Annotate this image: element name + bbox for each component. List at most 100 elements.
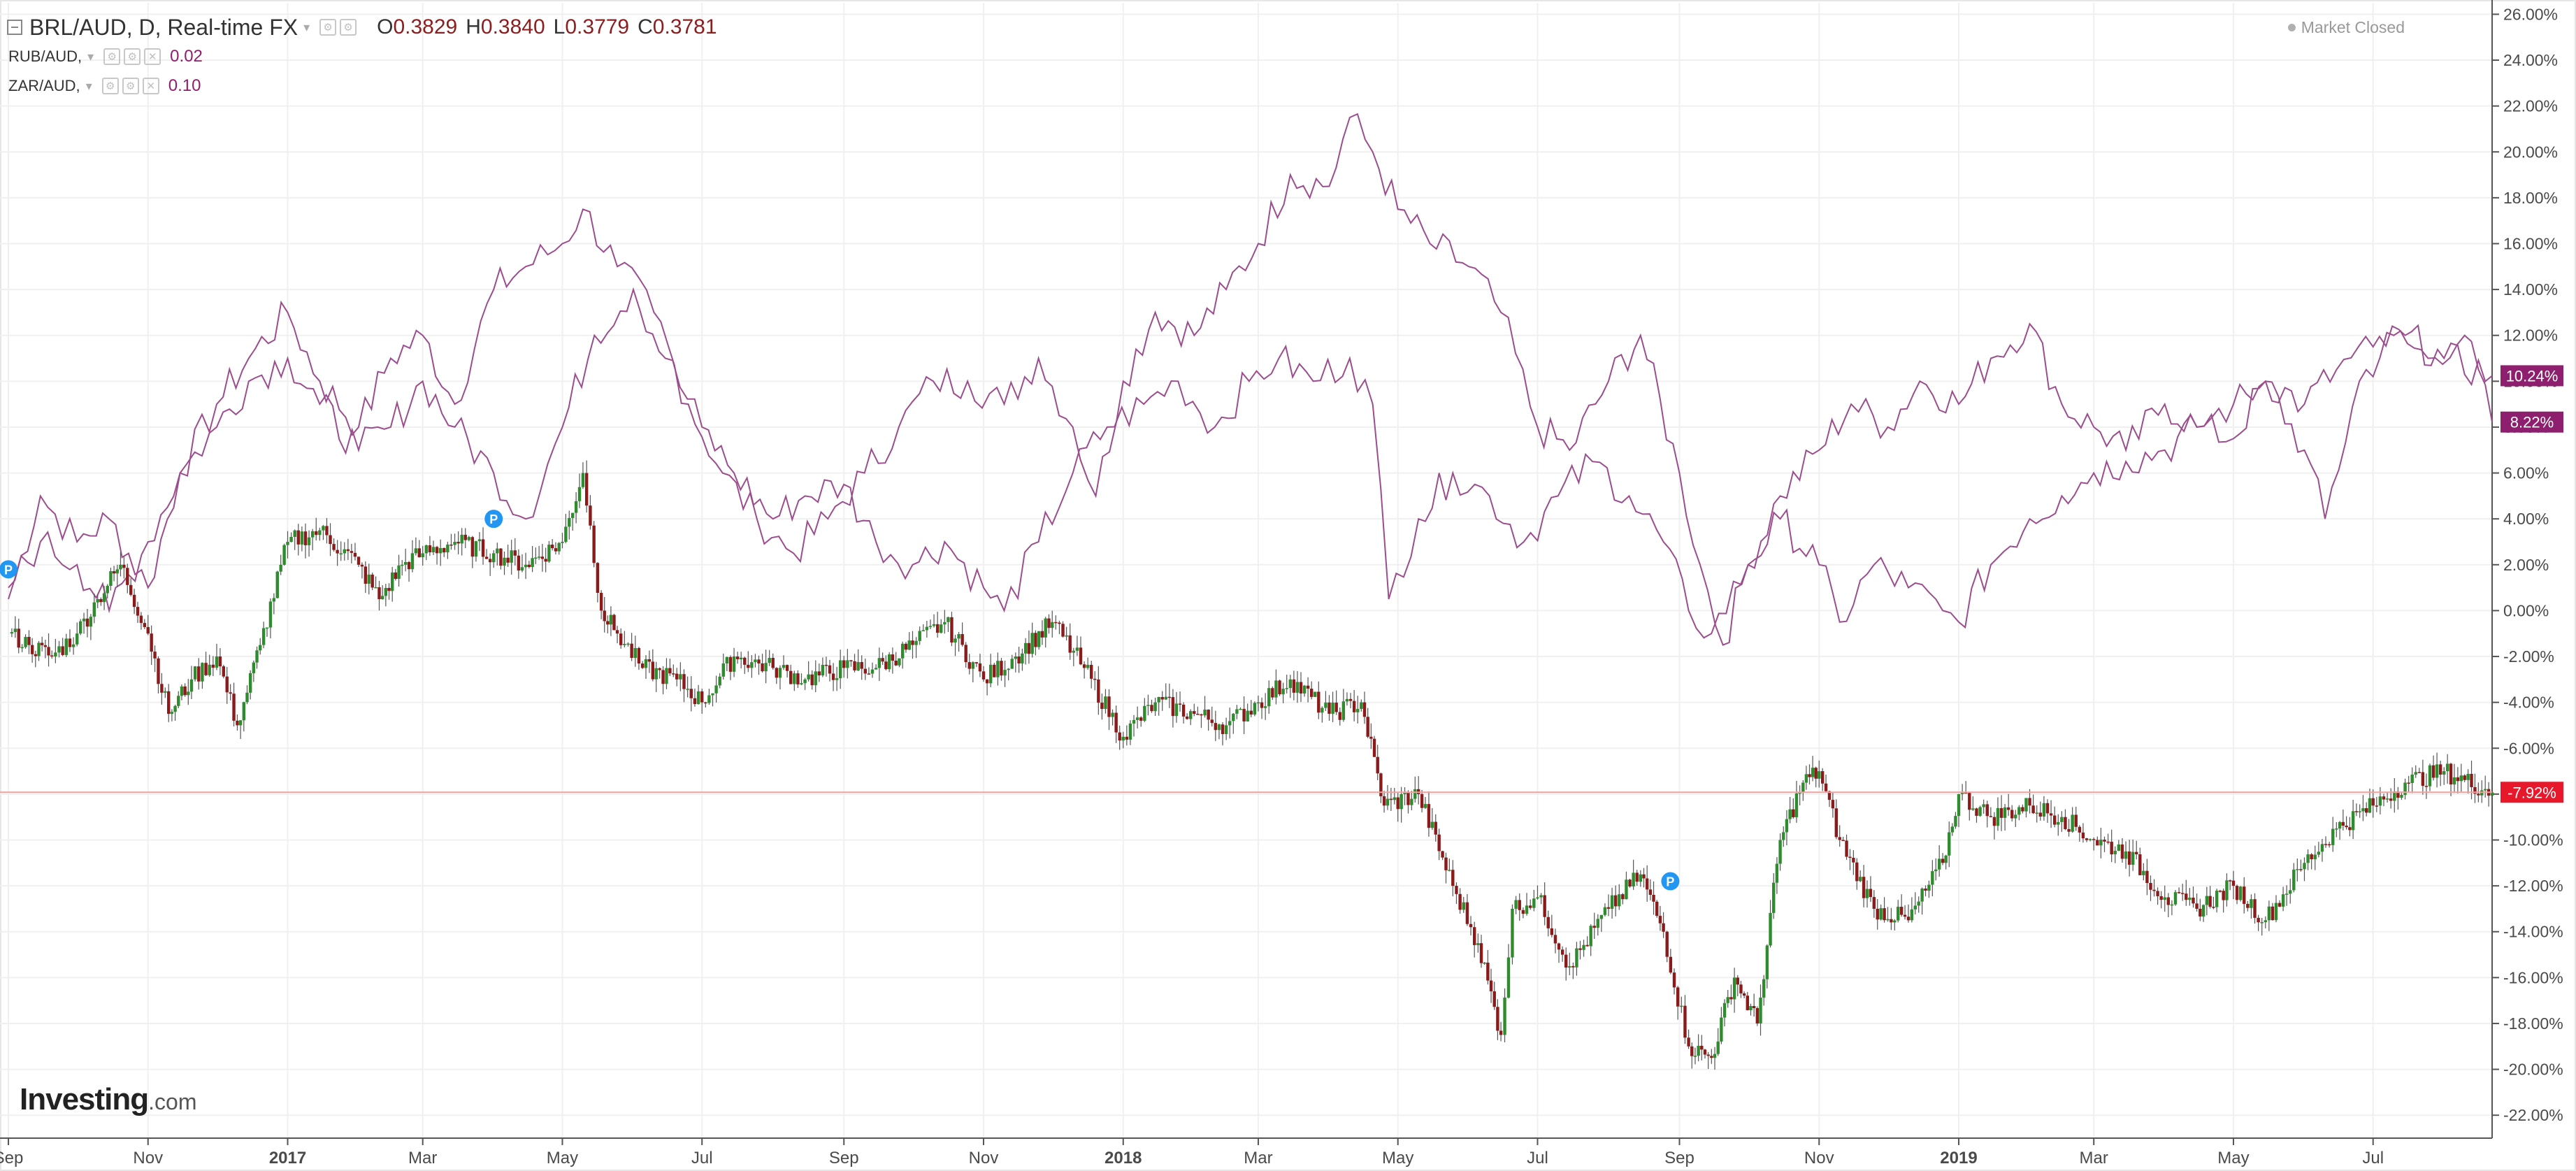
collapse-legend-button[interactable] xyxy=(7,20,22,35)
candle-body xyxy=(1372,738,1376,757)
candle-body xyxy=(2385,798,2389,800)
candle-body xyxy=(1235,709,1239,714)
x-tick-label: Jul xyxy=(691,1149,713,1168)
candle-body xyxy=(303,531,308,545)
candle-body xyxy=(1982,804,1985,807)
chevron-down-icon[interactable]: ▾ xyxy=(87,49,94,64)
candle-body xyxy=(275,571,279,598)
candle-body xyxy=(2428,765,2432,786)
candle-body xyxy=(1913,905,1917,910)
candle-body xyxy=(1720,1017,1723,1042)
event-marker[interactable]: P xyxy=(484,510,503,529)
candle-body xyxy=(651,661,655,680)
candle-body xyxy=(2250,899,2253,908)
candle-body xyxy=(332,544,336,550)
market-status: Market Closed xyxy=(2287,18,2405,37)
candle-body xyxy=(1553,935,1557,944)
candle-body xyxy=(1596,919,1600,928)
y-tick-label: -16.00% xyxy=(2503,968,2563,986)
settings-icon[interactable]: ⚙ xyxy=(103,48,121,65)
candle-body xyxy=(1196,714,1200,715)
candle-body xyxy=(146,626,150,634)
close-icon[interactable]: ✕ xyxy=(142,78,159,94)
candle-body xyxy=(1146,705,1150,706)
candle-body xyxy=(606,621,610,625)
candle-body xyxy=(13,628,17,633)
format-icon[interactable]: ⚙ xyxy=(124,48,141,65)
candle-body xyxy=(1256,702,1260,704)
candle-body xyxy=(2442,771,2446,775)
candle-body xyxy=(828,665,832,674)
candle-body xyxy=(2195,903,2199,909)
main-symbol-label[interactable]: BRL/AUD, D, Real-time FX xyxy=(29,14,298,40)
event-marker[interactable]: P xyxy=(0,560,17,579)
candle-body xyxy=(2180,893,2185,894)
event-marker[interactable]: P xyxy=(1661,872,1680,891)
candle-body xyxy=(2424,786,2429,787)
candle-body xyxy=(898,658,901,666)
y-tick-label: -22.00% xyxy=(2503,1106,2563,1124)
candle-body xyxy=(609,615,613,625)
candle-body xyxy=(265,627,269,629)
candle-body xyxy=(2407,782,2410,784)
settings-icon[interactable]: ⚙ xyxy=(319,19,337,36)
settings-icon[interactable]: ⚙ xyxy=(101,78,119,94)
candle-body xyxy=(449,544,453,546)
candle-body xyxy=(1139,717,1143,721)
last-value-badge-rub-aud-label: 8.22% xyxy=(2510,414,2554,431)
candle-body xyxy=(2138,854,2142,875)
candle-body xyxy=(1143,705,1146,721)
compare-symbol-rub[interactable]: RUB/AUD, xyxy=(8,48,82,65)
candle-body xyxy=(1260,702,1264,708)
candle-body xyxy=(2078,826,2082,833)
candle-body xyxy=(2358,811,2361,812)
candle-body xyxy=(2243,886,2246,904)
y-tick-label: -20.00% xyxy=(2503,1061,2563,1079)
candle-body xyxy=(1079,647,1083,665)
candle-body xyxy=(1518,900,1521,910)
candle-body xyxy=(343,549,346,554)
candle-body xyxy=(612,615,616,631)
close-icon[interactable]: ✕ xyxy=(144,48,161,65)
candle-body xyxy=(1920,888,1924,902)
candle-body xyxy=(1564,954,1568,968)
candle-body xyxy=(1808,774,1811,777)
candle-body xyxy=(743,657,747,665)
candle-body xyxy=(272,598,276,602)
candle-body xyxy=(236,720,239,726)
chevron-down-icon[interactable]: ▾ xyxy=(85,78,92,93)
candle-body xyxy=(732,656,736,672)
candle-body xyxy=(1639,874,1643,882)
candle-body xyxy=(2064,817,2067,829)
y-tick-label: -14.00% xyxy=(2503,923,2563,941)
candle-body xyxy=(115,569,119,574)
candle-body xyxy=(1221,724,1225,735)
chevron-down-icon[interactable]: ▾ xyxy=(303,20,310,34)
candle-body xyxy=(592,525,596,563)
format-icon[interactable]: ⚙ xyxy=(122,78,139,94)
candle-body xyxy=(2303,863,2306,870)
compare-symbol-zar[interactable]: ZAR/AUD, xyxy=(8,77,80,94)
candle-body xyxy=(907,640,911,650)
candle-body xyxy=(1845,840,1848,857)
candle-body xyxy=(503,557,506,566)
candle-body xyxy=(307,537,311,545)
candle-body xyxy=(2205,896,2209,905)
candle-body xyxy=(370,574,374,588)
investing-logo[interactable]: Investing .com xyxy=(20,1082,197,1117)
candle-body xyxy=(2345,825,2348,828)
candle-body xyxy=(17,628,20,648)
candle-body xyxy=(1575,948,1578,968)
candle-body xyxy=(1224,725,1228,735)
x-tick-label: May xyxy=(2217,1149,2249,1168)
candle-body xyxy=(1528,905,1532,908)
candle-body xyxy=(1324,702,1327,708)
candle-body xyxy=(623,644,626,645)
candle-body xyxy=(1178,703,1182,705)
candle-body xyxy=(1536,897,1539,899)
candle-body xyxy=(1848,856,1852,859)
format-icon[interactable]: ⚙ xyxy=(340,19,357,36)
candle-body xyxy=(1317,691,1321,713)
candle-body xyxy=(2081,832,2085,839)
